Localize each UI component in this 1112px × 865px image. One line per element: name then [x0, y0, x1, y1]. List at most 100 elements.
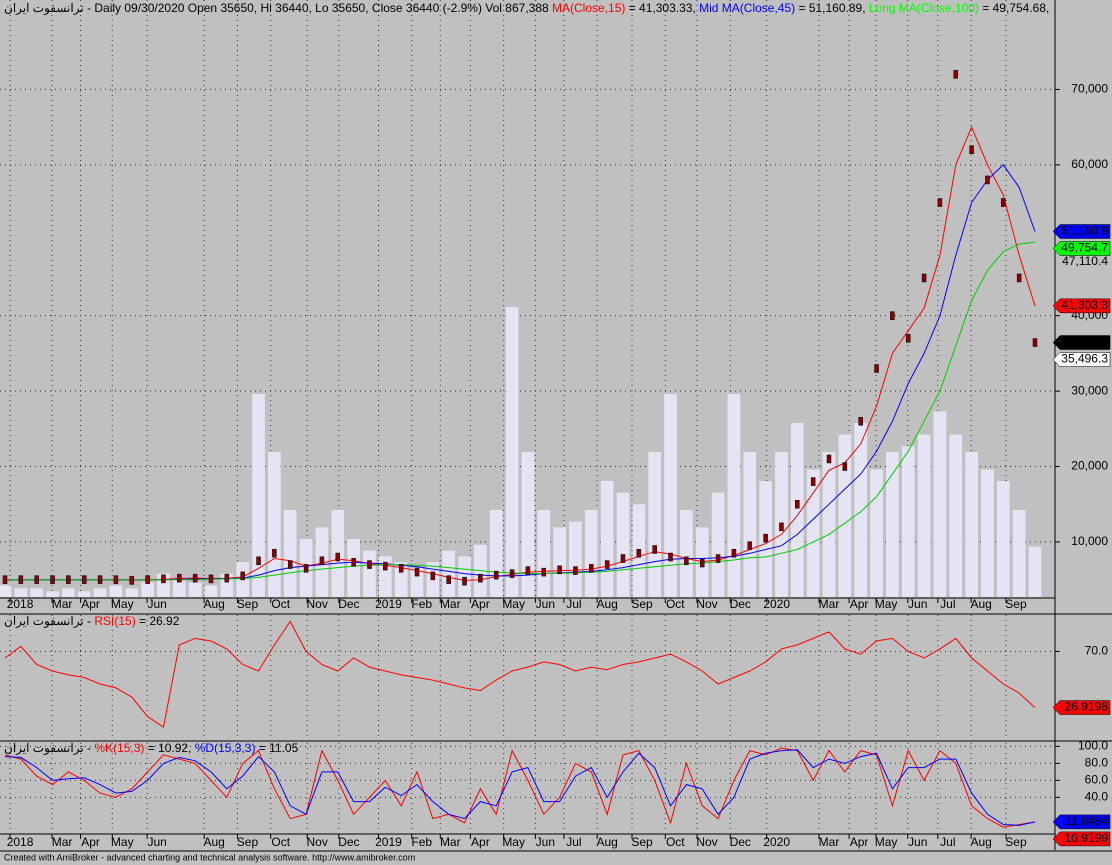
price-candle [351, 558, 356, 567]
header-part: ترانسفوت ایران - [4, 614, 94, 628]
y-tick-label: 20,000 [1071, 459, 1108, 473]
volume-bar [933, 411, 947, 597]
level-label: 47,110.4 [1062, 254, 1108, 268]
value-tag-label: 10.9199 [1065, 831, 1109, 845]
value-tag [1052, 352, 1111, 367]
x-tick-label: Feb [411, 835, 432, 849]
volume-bar [442, 550, 456, 597]
volume-bar [1012, 510, 1026, 597]
price-candle [842, 462, 848, 471]
price-candle [303, 564, 309, 573]
volume-bar [981, 469, 994, 597]
header-part: Mid MA(Close,45) [699, 1, 795, 15]
volume-bar [46, 591, 59, 597]
x-tick-label: 2018 [7, 835, 34, 849]
volume-bar [489, 510, 503, 597]
x-tick-label: Aug [596, 597, 617, 611]
pane-header: ترانسفوت ایران - RSI(15) = 26.92 [4, 614, 180, 628]
price-candle [905, 334, 911, 343]
price-candle [383, 561, 388, 571]
volume-bar [584, 510, 598, 597]
price-candle [446, 575, 451, 584]
header-part: ترانسفوت ایران - [4, 741, 94, 755]
header-part: = 41,303.33, [625, 1, 699, 15]
price-candle [414, 567, 420, 577]
header-part: = 49,754.68, [979, 1, 1049, 15]
x-tick-label: Sep [237, 835, 259, 849]
volume-bar [949, 434, 963, 597]
header-part: = 11.05 [255, 741, 298, 755]
volume-bar [0, 585, 12, 597]
volume-bar [664, 394, 677, 597]
price-candle [66, 575, 71, 584]
price-candle [890, 311, 895, 320]
price-candle [129, 576, 135, 585]
value-tag-label: 51,160.9 [1061, 224, 1108, 238]
volume-bar [790, 423, 804, 597]
x-tick-label: Aug [970, 597, 991, 611]
value-tag-label: 11.0484 [1066, 814, 1109, 828]
value-tag [1052, 700, 1111, 715]
volume-bar [854, 423, 868, 597]
volume-bar [886, 452, 899, 597]
volume-bar [378, 556, 392, 597]
x-tick-label: Mar [52, 835, 73, 849]
x-tick-label: Oct [271, 597, 290, 611]
price-candle [430, 571, 436, 581]
price-candle [699, 558, 705, 568]
price-candle [240, 571, 245, 581]
price-candle [668, 552, 673, 562]
x-tick-label: 2020 [763, 597, 790, 611]
x-tick-label: Jun [536, 597, 555, 611]
header-part: = 26.92 [136, 614, 180, 628]
volume-bar [188, 582, 202, 597]
value-tag [1052, 224, 1111, 239]
header-part: = 10.92, [144, 741, 194, 755]
value-tag [1052, 298, 1111, 314]
price-candle [462, 576, 467, 586]
indicator-line [4, 749, 1036, 826]
value-tag [1052, 335, 1111, 350]
price-candle [145, 575, 150, 584]
x-tick-label: Apr [850, 835, 869, 849]
volume-bar [62, 588, 75, 597]
x-tick-label: Aug [970, 835, 991, 849]
price-candle [810, 477, 816, 486]
x-tick-label: Mar [52, 597, 73, 611]
footer: Created with AmiBroker - advanced charti… [4, 852, 415, 862]
volume-bar [806, 469, 820, 597]
x-tick-label: 2019 [375, 835, 402, 849]
price-candle [985, 175, 990, 185]
y-tick-label: 70.0 [1085, 644, 1109, 658]
x-tick-label: Nov [306, 597, 327, 611]
price-candle [1001, 198, 1006, 207]
value-tag [1052, 241, 1111, 256]
volume-bar [93, 588, 107, 597]
volume-bar [172, 579, 186, 597]
price-candle [636, 549, 642, 558]
volume-bar [680, 510, 693, 597]
x-tick-label: Jul [566, 597, 581, 611]
price-candle [256, 556, 261, 566]
header-part: ترانسفوت ایران - Daily 09/30/2020 Open 3… [4, 1, 552, 15]
x-tick-label: Sep [237, 597, 259, 611]
price-candle [763, 533, 768, 543]
x-tick-label: Feb [411, 597, 432, 611]
price-candle [97, 575, 103, 584]
value-tag [1052, 814, 1111, 830]
x-tick-label: May [875, 597, 898, 611]
x-tick-label: May [875, 835, 898, 849]
volume-bar [648, 452, 662, 597]
x-tick-label: Jun [147, 597, 166, 611]
x-tick-label: 2018 [7, 597, 34, 611]
volume-bar [917, 434, 931, 597]
x-tick-label: Apr [471, 597, 490, 611]
x-tick-label: Oct [666, 597, 685, 611]
price-candle [604, 560, 610, 569]
price-candle [684, 556, 689, 566]
price-candle [589, 564, 594, 573]
y-tick-label: 100.0 [1078, 739, 1108, 753]
price-candle [826, 454, 832, 464]
